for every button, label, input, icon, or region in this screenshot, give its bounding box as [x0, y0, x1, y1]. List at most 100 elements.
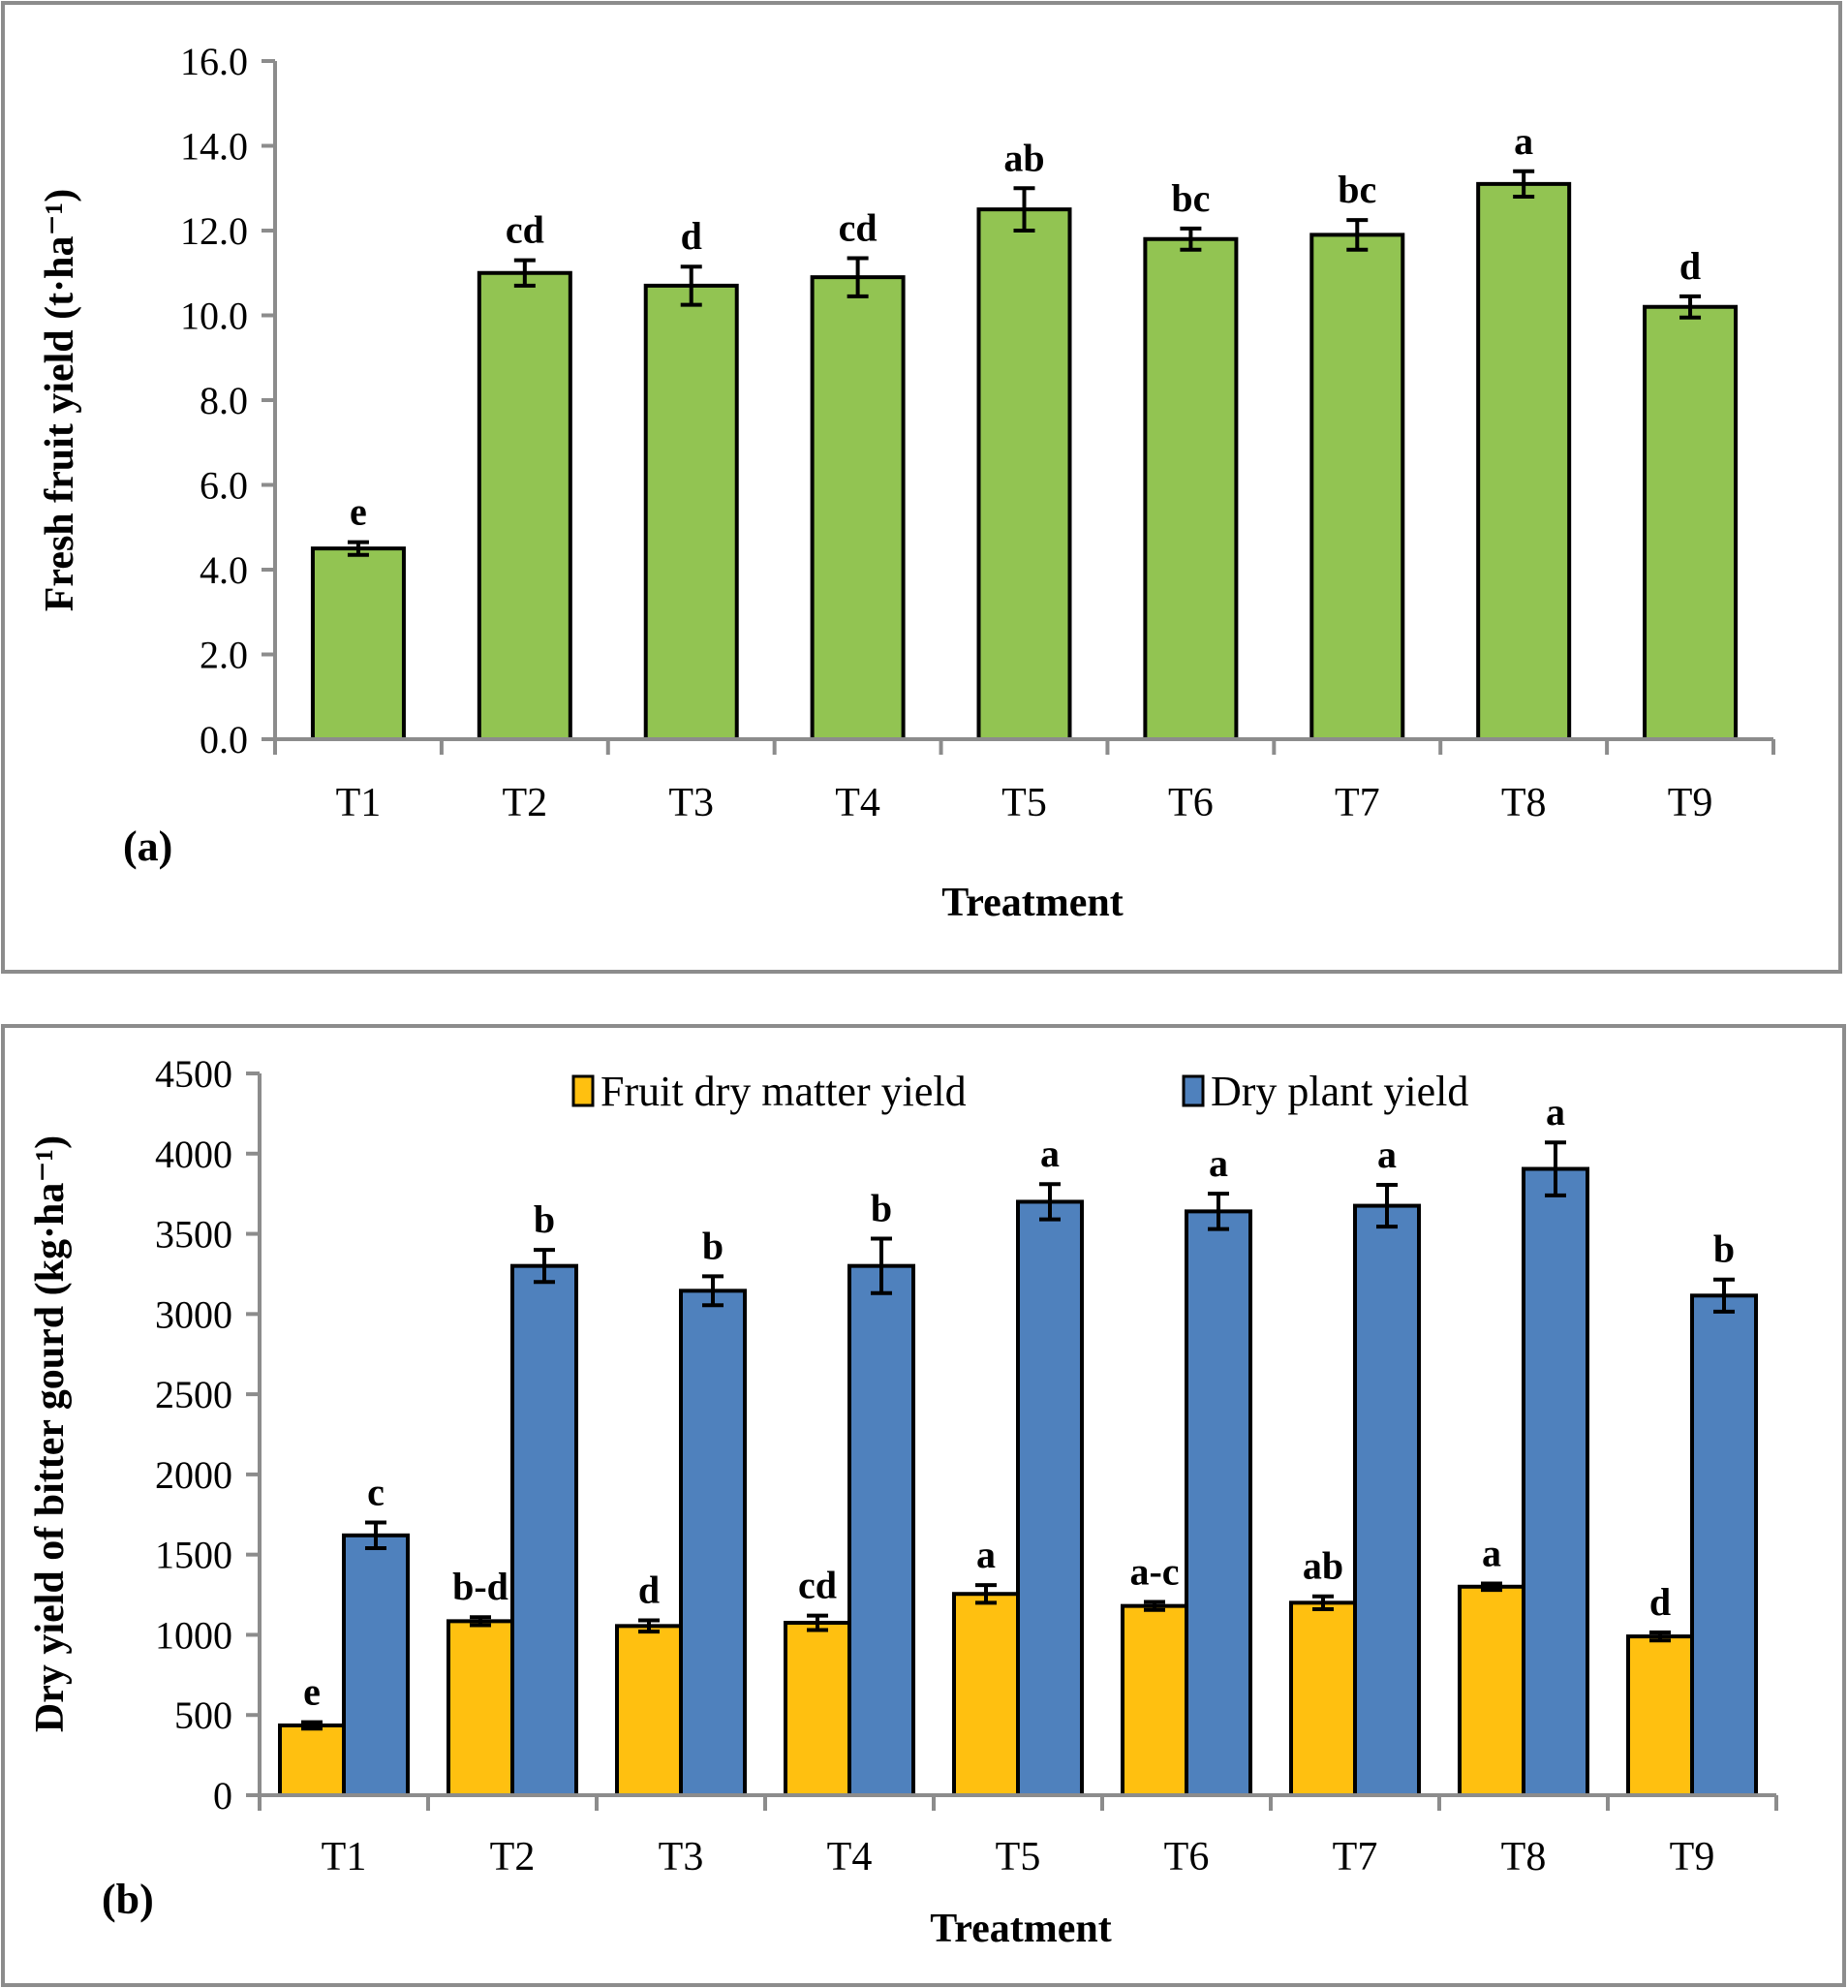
bar [1476, 181, 1572, 741]
significance-label: bc [1171, 176, 1210, 220]
significance-label: ab [1003, 136, 1044, 179]
panel-a-bars: e cd d cd ab bc bc a d [310, 119, 1739, 741]
y-tick-label: 10.0 [180, 295, 248, 338]
significance-label: cd [839, 205, 878, 249]
significance-label: d [1649, 1580, 1671, 1624]
significance-label: a [1209, 1141, 1228, 1185]
x-category-label: T8 [1501, 781, 1547, 825]
x-category-label: T7 [1333, 1835, 1378, 1879]
bar [784, 1621, 851, 1798]
significance-label: cd [506, 208, 544, 252]
bar [679, 1289, 747, 1797]
significance-label: c [367, 1471, 385, 1514]
x-category-label: T4 [827, 1835, 873, 1879]
legend-label-fruit-dry-matter: Fruit dry matter yield [601, 1068, 967, 1115]
x-category-label: T3 [668, 781, 714, 825]
y-tick-label: 3000 [155, 1292, 232, 1336]
x-category-label: T7 [1335, 781, 1380, 825]
bar [1522, 1166, 1589, 1798]
y-tick-label: 4000 [155, 1133, 232, 1176]
x-category-label: T2 [503, 781, 548, 825]
y-tick-label: 14.0 [180, 125, 248, 169]
y-tick-label: 500 [174, 1693, 232, 1737]
panel-b-axes [246, 1073, 1776, 1811]
x-category-label: T9 [1668, 781, 1713, 825]
y-tick-label: 1000 [155, 1613, 232, 1657]
bar [1458, 1584, 1525, 1798]
significance-label: d [1679, 244, 1701, 288]
significance-label: ab [1303, 1544, 1343, 1588]
x-category-label: T2 [490, 1835, 536, 1879]
y-tick-label: 1500 [155, 1534, 232, 1577]
panel-a-axes [262, 61, 1773, 755]
bar [952, 1592, 1020, 1797]
y-tick-label: 2000 [155, 1453, 232, 1497]
bar [310, 546, 406, 741]
panel-b-x-axis-title: Treatment [930, 1907, 1111, 1951]
y-tick-label: 3500 [155, 1213, 232, 1257]
panel-a-label: (a) [123, 823, 172, 870]
panel-a-y-axis-title: Fresh fruit yield (t·ha⁻¹) [38, 189, 82, 611]
y-tick-label: 0.0 [200, 718, 248, 761]
y-tick-label: 4500 [155, 1052, 232, 1096]
bar [643, 283, 739, 741]
y-tick-label: 4.0 [200, 548, 248, 592]
bar [810, 275, 906, 741]
panel-a-x-ticks: T1 T2 T3 T4 T5 T6 T7 T8 T9 [273, 739, 1775, 825]
significance-label: a [1040, 1132, 1060, 1175]
bar [1016, 1199, 1084, 1797]
x-category-label: T8 [1501, 1835, 1547, 1879]
significance-label: bc [1338, 168, 1376, 211]
significance-label: a-c [1129, 1550, 1179, 1594]
significance-label: e [350, 490, 367, 534]
bar [976, 207, 1072, 741]
panel-b-y-ticks: 0 500 1000 1500 2000 2500 3000 3500 4000 4500 [155, 1052, 260, 1817]
significance-label: b [1713, 1227, 1735, 1271]
panel-b-label: (b) [102, 1876, 154, 1923]
x-category-label: T4 [835, 781, 880, 825]
bar [477, 270, 572, 741]
bar [1690, 1293, 1758, 1797]
bar [1121, 1603, 1188, 1797]
significance-label: b [702, 1224, 724, 1267]
panel-b-x-ticks: T1 T2 T3 T4 T5 T6 T7 T8 T9 [258, 1795, 1778, 1879]
bar [1289, 1600, 1357, 1798]
x-category-label: T5 [996, 1835, 1041, 1879]
bar [1185, 1209, 1252, 1797]
legend-label-dry-plant: Dry plant yield [1211, 1068, 1468, 1115]
significance-label: b [871, 1187, 892, 1230]
x-category-label: T6 [1164, 1835, 1210, 1879]
significance-label: a [1546, 1090, 1565, 1134]
significance-label: b [534, 1197, 555, 1241]
x-category-label: T5 [1001, 781, 1047, 825]
y-tick-label: 6.0 [200, 464, 248, 508]
significance-label: a [1377, 1133, 1397, 1176]
x-category-label: T1 [322, 1835, 367, 1879]
significance-label: a [1514, 119, 1533, 163]
bar [615, 1624, 683, 1797]
panel-a: 0.0 2.0 4.0 6.0 8.0 10.0 12.0 14.0 16.0 T1 T2 T3 T4… [1, 1, 1842, 974]
x-category-label: T1 [336, 781, 382, 825]
y-tick-label: 12.0 [180, 209, 248, 253]
legend-swatch-fruit-dry-matter [571, 1074, 595, 1107]
bar [1143, 236, 1239, 741]
bar [847, 1263, 915, 1797]
bar [1643, 304, 1739, 741]
significance-label: d [638, 1569, 660, 1612]
significance-label: e [303, 1670, 321, 1714]
bar [278, 1723, 346, 1797]
bar [447, 1619, 514, 1797]
significance-label: a [1482, 1531, 1501, 1574]
bar [1626, 1634, 1694, 1797]
panel-b-y-axis-title: Dry yield of bitter gourd (kg·ha⁻¹) [28, 1135, 73, 1732]
x-category-label: T9 [1670, 1835, 1715, 1879]
panel-a-y-ticks: 0.0 2.0 4.0 6.0 8.0 10.0 12.0 14.0 16.0 [180, 40, 275, 761]
significance-label: cd [798, 1564, 837, 1607]
significance-label: b-d [452, 1565, 508, 1608]
bar [1309, 233, 1405, 741]
y-tick-label: 8.0 [200, 379, 248, 422]
y-tick-label: 16.0 [180, 40, 248, 83]
